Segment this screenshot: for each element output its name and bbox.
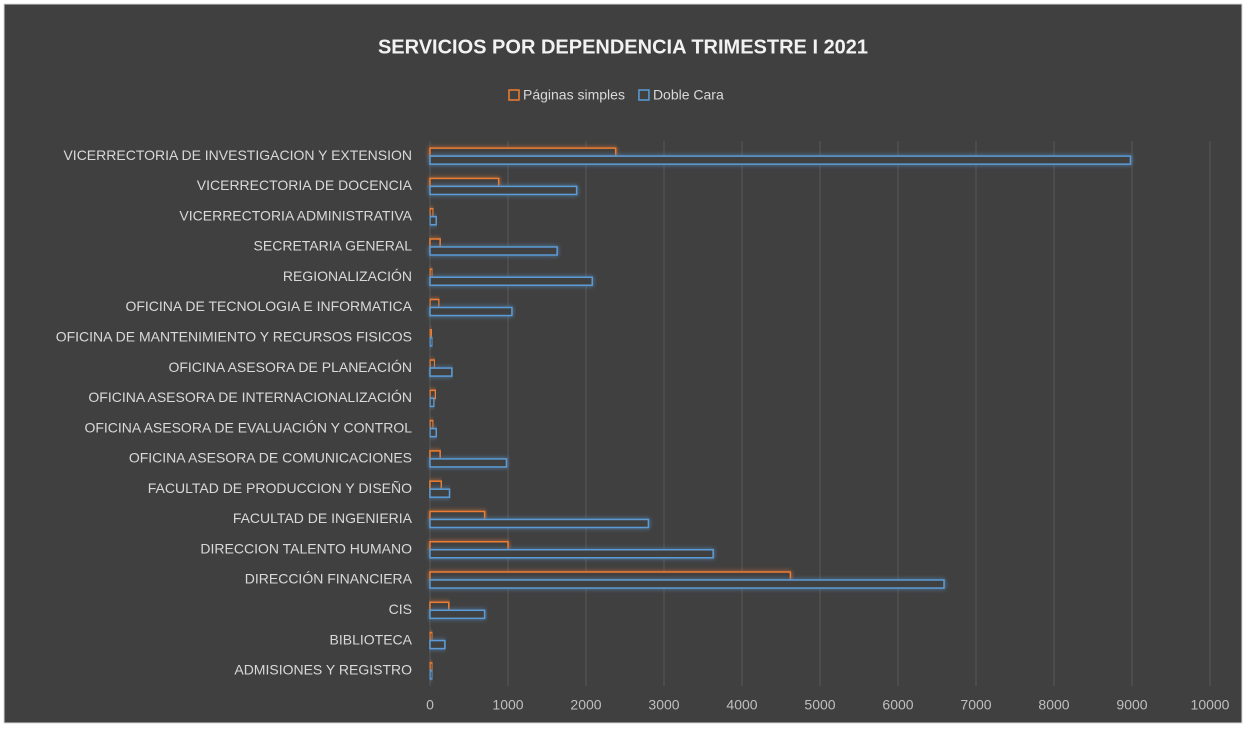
bar — [429, 155, 1132, 165]
y-tick-label: REGIONALIZACIÓN — [283, 268, 412, 284]
bar — [429, 185, 578, 196]
x-tick-label: 5000 — [804, 697, 835, 713]
bar — [429, 609, 486, 620]
x-tick-label: 4000 — [726, 697, 757, 713]
bar — [429, 480, 443, 490]
y-tick-label: VICERRECTORIA ADMINISTRATIVA — [179, 207, 412, 223]
legend-label: Doble Cara — [653, 87, 724, 103]
x-tick-label: 8000 — [1038, 697, 1069, 713]
bar — [429, 450, 441, 460]
bar — [429, 541, 509, 551]
y-tick-label: OFICINA DE MANTENIMIENTO Y RECURSOS FISI… — [56, 329, 412, 345]
bar — [429, 367, 453, 377]
y-tick-label: DIRECCION TALENTO HUMANO — [200, 540, 412, 556]
bar — [429, 306, 513, 317]
bar — [429, 427, 437, 438]
bar — [429, 359, 436, 369]
y-tick-label: OFICINA ASESORA DE COMUNICACIONES — [129, 450, 412, 466]
bar — [429, 662, 434, 672]
y-tick-label: FACULTAD DE PRODUCCION Y DISEÑO — [148, 480, 412, 496]
bar — [429, 419, 434, 430]
legend-swatch — [508, 89, 520, 101]
bar — [429, 207, 434, 218]
y-tick-label: OFICINA ASESORA DE PLANEACIÓN — [168, 359, 412, 375]
x-tick-label: 7000 — [960, 697, 991, 713]
bar — [429, 389, 437, 400]
x-tick-label: 0 — [426, 697, 434, 713]
x-tick-label: 2000 — [570, 697, 601, 713]
bar — [429, 601, 450, 612]
bar — [429, 397, 435, 408]
legend-swatch — [638, 89, 650, 101]
bar — [429, 238, 441, 248]
x-tick-label: 10000 — [1191, 697, 1230, 713]
y-tick-label: OFICINA DE TECNOLOGIA E INFORMATICA — [125, 298, 412, 314]
y-tick-label: OFICINA ASESORA DE EVALUACIÓN Y CONTROL — [84, 419, 412, 435]
x-tick-label: 6000 — [882, 697, 913, 713]
bar — [429, 268, 434, 278]
bar — [429, 215, 437, 226]
x-tick-label: 3000 — [648, 697, 679, 713]
chart-background — [3, 3, 1243, 724]
bar — [429, 147, 617, 157]
bar — [429, 518, 650, 529]
bar — [429, 276, 593, 286]
y-tick-label: DIRECCIÓN FINANCIERA — [245, 571, 413, 587]
bar — [429, 177, 500, 188]
bar — [429, 639, 446, 650]
bar — [429, 329, 433, 339]
bar — [429, 458, 508, 468]
bar — [429, 510, 486, 521]
y-tick-label: OFICINA ASESORA DE INTERNACIONALIZACIÓN — [88, 389, 412, 405]
bar — [429, 246, 558, 256]
bar — [429, 670, 434, 680]
bar — [429, 549, 714, 559]
y-tick-label: SECRETARIA GENERAL — [254, 238, 413, 254]
bar — [429, 631, 434, 642]
bar — [429, 298, 440, 309]
legend-label: Páginas simples — [523, 87, 625, 103]
chart-title: SERVICIOS POR DEPENDENCIA TRIMESTRE I 20… — [378, 36, 868, 58]
y-tick-label: BIBLIOTECA — [330, 631, 413, 647]
y-tick-label: VICERRECTORIA DE INVESTIGACION Y EXTENSI… — [63, 147, 412, 163]
x-tick-label: 9000 — [1116, 697, 1147, 713]
y-tick-label: CIS — [389, 601, 412, 617]
y-tick-label: ADMISIONES Y REGISTRO — [234, 662, 412, 678]
bar — [429, 488, 451, 498]
bar — [429, 579, 945, 589]
bar — [429, 571, 792, 581]
y-tick-label: FACULTAD DE INGENIERIA — [233, 510, 413, 526]
y-tick-label: VICERRECTORIA DE DOCENCIA — [197, 177, 413, 193]
x-tick-label: 1000 — [492, 697, 523, 713]
bar — [429, 337, 434, 347]
